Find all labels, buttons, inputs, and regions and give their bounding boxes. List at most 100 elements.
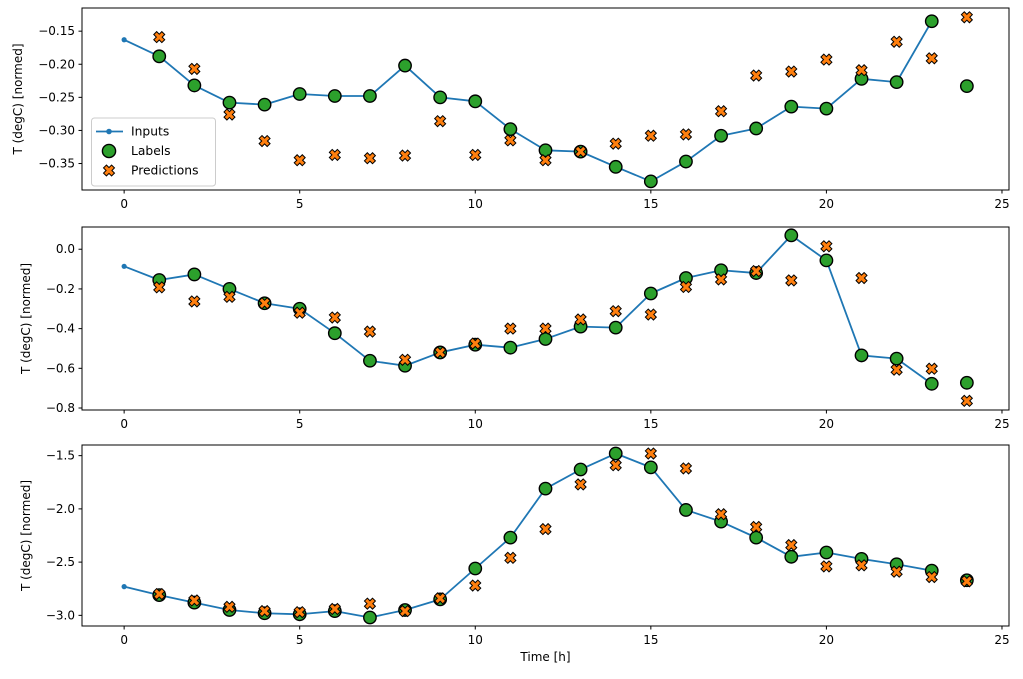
- predictions-series: [153, 240, 974, 408]
- x-tick-label: 0: [120, 197, 128, 211]
- predictions-series: [153, 447, 974, 619]
- y-tick-label: −3.0: [46, 608, 75, 622]
- predictions-x-marker: [890, 35, 903, 48]
- predictions-x-marker: [714, 273, 728, 286]
- predictions-x-marker: [258, 297, 271, 310]
- x-tick-label: 20: [819, 633, 834, 647]
- labels-circle-marker: [152, 49, 167, 64]
- inputs-dot-marker: [121, 263, 127, 269]
- predictions-x-marker: [363, 597, 377, 610]
- inputs-series: [121, 232, 935, 387]
- inputs-dot-marker: [121, 37, 127, 43]
- labels-circle-marker: [749, 530, 764, 545]
- labels-circle-marker: [573, 462, 588, 477]
- legend-label-inputs: Inputs: [131, 125, 169, 139]
- labels-circle-marker: [608, 159, 623, 174]
- predictions-x-marker: [469, 337, 482, 350]
- predictions-x-marker: [925, 362, 938, 375]
- labels-circle-marker: [924, 14, 939, 29]
- inputs-series: [121, 18, 935, 184]
- inputs-dot-marker: [121, 584, 127, 590]
- y-axis-label: T (degC) [normed]: [11, 43, 25, 155]
- predictions-x-marker: [398, 604, 412, 618]
- labels-circle-marker: [363, 610, 377, 625]
- labels-circle-marker: [959, 79, 974, 93]
- x-tick-label: 5: [296, 197, 304, 211]
- y-tick-label: −1.5: [46, 449, 75, 463]
- labels-circle-marker: [327, 89, 342, 103]
- x-tick-label: 25: [994, 633, 1009, 647]
- labels-circle-marker: [924, 376, 939, 391]
- predictions-x-marker: [398, 353, 412, 366]
- labels-circle-marker: [538, 332, 553, 346]
- predictions-x-marker: [539, 322, 552, 335]
- predictions-x-marker: [714, 508, 728, 521]
- predictions-x-marker: [188, 594, 201, 607]
- x-tick-label: 20: [819, 197, 834, 211]
- predictions-x-marker: [433, 114, 447, 128]
- labels-circle-marker: [503, 530, 518, 545]
- labels-circle-marker: [503, 340, 518, 355]
- x-tick-label: 10: [468, 197, 483, 211]
- labels-circle-marker: [398, 58, 412, 73]
- predictions-x-marker: [785, 65, 798, 78]
- labels-circle-marker: [608, 320, 623, 335]
- labels-circle-marker: [819, 101, 834, 116]
- predictions-x-marker: [363, 325, 377, 338]
- labels-circle-marker: [819, 253, 834, 268]
- legend-labels-marker-sample: [101, 143, 117, 159]
- predictions-x-marker: [960, 575, 974, 588]
- predictions-x-marker: [293, 154, 306, 167]
- x-tick-label: 10: [468, 417, 483, 431]
- legend-inputs-dot-sample: [106, 128, 112, 135]
- inputs-line: [123, 452, 932, 619]
- labels-circle-marker: [433, 90, 448, 105]
- labels-circle-marker: [643, 460, 658, 475]
- y-tick-label: 0.0: [56, 242, 75, 256]
- axes-frame: [81, 226, 1010, 411]
- x-tick-label: 15: [643, 197, 658, 211]
- predictions-x-marker: [223, 600, 236, 614]
- labels-circle-marker: [363, 353, 377, 368]
- y-tick-label: −0.30: [38, 123, 75, 137]
- predictions-x-marker: [153, 281, 166, 294]
- y-tick-label: −0.35: [38, 157, 75, 171]
- predictions-x-marker: [714, 105, 728, 118]
- x-axis-label: Time [h]: [519, 650, 570, 664]
- labels-circle-marker: [643, 286, 658, 301]
- predictions-x-marker: [574, 313, 587, 326]
- predictions-x-marker: [328, 311, 342, 324]
- predictions-x-marker: [749, 264, 763, 278]
- x-tick-label: 15: [643, 633, 658, 647]
- predictions-x-marker: [223, 290, 236, 304]
- labels-circle-marker: [889, 75, 904, 90]
- labels-circle-marker: [854, 348, 869, 363]
- predictions-x-marker: [504, 322, 517, 335]
- labels-circle-marker: [784, 228, 799, 243]
- predictions-series: [153, 11, 974, 167]
- predictions-x-marker: [293, 605, 306, 619]
- x-tick-label: 15: [643, 417, 658, 431]
- labels-circle-marker: [784, 99, 799, 114]
- labels-circle-marker: [959, 375, 974, 390]
- predictions-x-marker: [855, 559, 868, 572]
- labels-series: [152, 228, 974, 391]
- x-tick-label: 10: [468, 633, 483, 647]
- y-tick-label: −0.6: [46, 361, 75, 375]
- x-tick-label: 20: [819, 417, 834, 431]
- predictions-x-marker: [188, 62, 201, 76]
- labels-circle-marker: [784, 549, 799, 564]
- predictions-x-marker: [398, 149, 412, 162]
- y-axis-label: T (degC) [normed]: [19, 480, 33, 592]
- predictions-x-marker: [820, 53, 833, 66]
- predictions-x-marker: [539, 522, 552, 536]
- labels-circle-marker: [187, 78, 202, 93]
- labels-circle-marker: [714, 128, 728, 143]
- predictions-x-marker: [890, 363, 903, 376]
- labels-circle-marker: [363, 89, 377, 103]
- legend-label-labels: Labels: [131, 144, 171, 158]
- predictions-x-marker: [469, 579, 482, 592]
- predictions-x-marker: [504, 551, 517, 565]
